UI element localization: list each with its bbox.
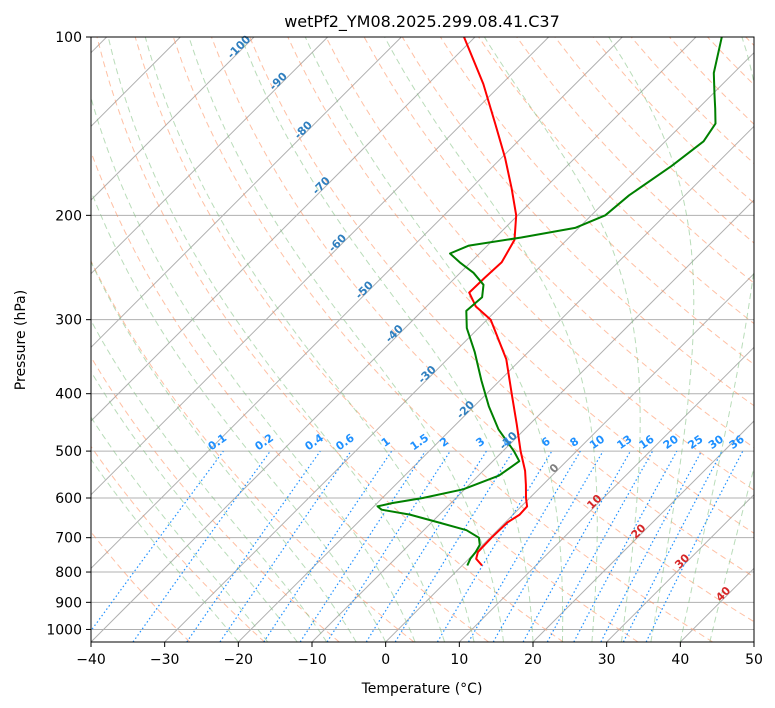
moist-adiabat-line <box>91 458 239 642</box>
x-tick-label: −30 <box>150 652 180 668</box>
dry-adiabat-line <box>172 37 713 642</box>
y-tick-label: 900 <box>55 595 82 611</box>
moist-adiabat-line <box>91 319 328 642</box>
y-tick-label: 100 <box>55 30 82 46</box>
dry-adiabat-line <box>91 356 340 642</box>
moist-adiabat-line <box>240 37 534 642</box>
dry-adiabat-line <box>91 445 265 642</box>
isotherm-line <box>385 272 754 642</box>
mixing-ratio-line <box>299 450 426 642</box>
mixing-ratio-line <box>573 450 678 642</box>
isotherm-line <box>91 37 476 422</box>
x-tick-label: 50 <box>745 652 763 668</box>
x-tick-label: 20 <box>524 652 542 668</box>
moist-adiabat-line <box>144 37 475 642</box>
x-axis-title: Temperature (°C) <box>361 681 483 697</box>
axes: −40 −30 −20 −10 0 10 20 30 40 50 1000 900 800 700 600 5… <box>46 30 763 668</box>
y-tick-label: 600 <box>55 491 82 507</box>
moist-adiabat-line <box>384 37 598 642</box>
moist-adiabat-line <box>91 189 387 642</box>
moist-adiabat-line <box>188 37 504 642</box>
mixing-ratio-line <box>91 450 224 632</box>
mixing-ratio-line <box>522 450 632 642</box>
isotherm-line <box>91 37 329 275</box>
y-tick-label: 300 <box>55 313 82 329</box>
dry-adiabat-line <box>249 37 754 578</box>
y-tick-label: 200 <box>55 208 82 224</box>
moist-adiabat-line <box>91 260 357 642</box>
x-tick-label: 0 <box>381 652 390 668</box>
data-series <box>376 37 723 567</box>
moist-adiabat-line <box>483 37 641 642</box>
moist-adiabat-line <box>91 96 416 642</box>
moist-adiabat-line <box>304 37 564 642</box>
moist-adiabat-line <box>91 416 269 642</box>
dry-adiabat-line <box>96 37 564 642</box>
mixing-ratio-line <box>186 450 321 642</box>
x-tick-label: −40 <box>76 652 106 668</box>
x-tick-label: 40 <box>671 652 689 668</box>
dry-adiabat-line <box>287 37 754 534</box>
dry-adiabat-line <box>516 37 754 284</box>
dry-adiabat-line <box>134 37 639 642</box>
temperature-profile-line <box>463 37 529 567</box>
dry-adiabat-line <box>91 259 415 642</box>
moist-adiabat-line <box>679 37 754 642</box>
y-tick-label: 400 <box>55 387 82 403</box>
dry-adiabat-line <box>211 37 754 623</box>
isotherm-line <box>91 37 402 349</box>
x-tick-label: −20 <box>224 652 254 668</box>
x-tick-label: 30 <box>598 652 616 668</box>
y-tick-label: 700 <box>55 531 82 547</box>
chart-title: wetPf2_YM08.2025.299.08.41.C37 <box>284 12 560 32</box>
y-tick-label: 800 <box>55 565 82 581</box>
isotherm-line <box>606 493 754 642</box>
y-axis-title: Pressure (hPa) <box>13 290 29 390</box>
y-tick-label: 1000 <box>46 622 82 638</box>
moist-adiabat-line <box>91 370 298 642</box>
mixing-ratio-line <box>645 450 744 642</box>
mixing-ratio-line <box>132 450 271 642</box>
isotherm-line <box>91 37 255 201</box>
background-lines <box>91 37 754 642</box>
moist-adiabat-line <box>107 37 446 642</box>
mixing-ratio-line <box>263 450 393 642</box>
isotherm-line <box>91 37 623 570</box>
isotherm-line <box>532 420 754 642</box>
mixing-ratio-line <box>394 450 514 642</box>
mixing-ratio-line <box>546 450 654 642</box>
mixing-ratio-line <box>326 450 451 642</box>
mixing-ratio-line <box>219 450 352 642</box>
y-tick-label: 500 <box>55 444 82 460</box>
x-tick-label: −10 <box>297 652 327 668</box>
isotherm-line <box>91 37 550 496</box>
plot-frame <box>90 36 755 643</box>
x-tick-label: 10 <box>450 652 468 668</box>
moist-adiabat-line <box>608 37 695 642</box>
isotherm-line <box>91 37 697 642</box>
dewpoint-profile-line <box>376 37 723 566</box>
isotherm-line <box>237 125 754 642</box>
moist-adiabat-line <box>709 466 754 642</box>
isotherm-line <box>164 51 754 642</box>
